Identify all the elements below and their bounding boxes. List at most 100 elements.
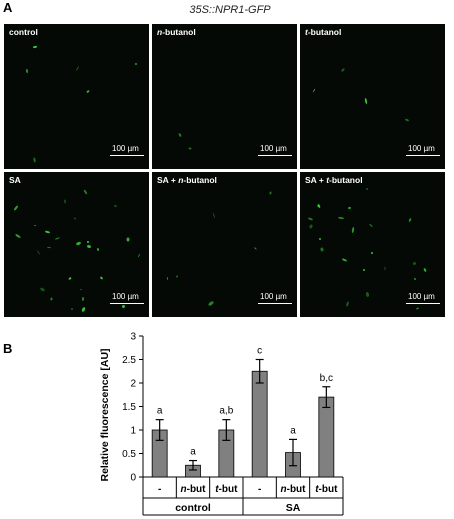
- gfp-signal: [408, 217, 412, 223]
- gfp-signal: [340, 67, 346, 73]
- gfp-signal: [337, 216, 345, 220]
- gfp-signal: [75, 66, 80, 71]
- gfp-signal: [86, 240, 90, 244]
- group-label: control: [175, 502, 211, 514]
- gfp-signal: [137, 253, 141, 258]
- gfp-signal: [166, 276, 169, 281]
- gfp-signal: [364, 97, 368, 105]
- y-tick-label: 0: [130, 473, 136, 484]
- gfp-signal: [81, 296, 85, 302]
- micrograph-label: SA + t-butanol: [305, 175, 363, 185]
- scale-bar-label: 100 µm: [408, 292, 435, 301]
- gfp-signal: [384, 266, 386, 271]
- micrograph-label: SA: [9, 175, 21, 185]
- significance-label: b,c: [320, 373, 333, 384]
- scale-bar-label: 100 µm: [260, 144, 287, 153]
- figure-title: 35S::NPR1-GFP: [189, 4, 271, 16]
- gfp-signal: [345, 301, 350, 307]
- x-tick-label: t-but: [215, 484, 238, 495]
- micrograph-3: t-butanol 100 µm: [300, 24, 445, 169]
- x-tick-label: n-but: [181, 484, 207, 495]
- panel-b-letter: B: [3, 341, 13, 356]
- y-tick-label: 2: [130, 379, 136, 390]
- scale-bar-label: 100 µm: [408, 144, 435, 153]
- gfp-signal: [74, 217, 76, 220]
- gfp-signal: [46, 246, 52, 249]
- gfp-signal: [423, 267, 427, 273]
- micrograph-label: n-butanol: [157, 27, 196, 37]
- significance-label: a,b: [219, 406, 233, 417]
- gfp-signal: [33, 224, 37, 227]
- scale-bar: [110, 303, 144, 304]
- gfp-signal: [212, 212, 216, 219]
- gfp-signal: [64, 199, 66, 204]
- scale-bar: [406, 155, 440, 156]
- category-labels: - n-but t-but - n-but t-but control SA: [142, 477, 344, 516]
- scale-bar-label: 100 µm: [260, 292, 287, 301]
- gfp-signal: [121, 304, 126, 309]
- gfp-signal: [32, 45, 38, 49]
- gfp-signal: [14, 233, 22, 239]
- x-tick-label: n-but: [281, 484, 307, 495]
- gfp-signal: [362, 268, 366, 272]
- gfp-signal: [113, 204, 118, 208]
- gfp-signal: [269, 191, 272, 195]
- gfp-signal: [254, 247, 257, 250]
- gfp-signal: [96, 247, 100, 252]
- gfp-signal: [134, 62, 138, 66]
- gfp-signal: [75, 241, 82, 246]
- gfp-signal: [81, 306, 86, 313]
- gfp-signal: [68, 276, 72, 281]
- gfp-signal: [318, 237, 322, 241]
- gfp-signal: [178, 132, 182, 138]
- significance-label: a: [157, 406, 163, 417]
- gfp-signal: [33, 157, 36, 163]
- gfp-signal: [70, 307, 74, 311]
- gfp-signal: [365, 187, 369, 191]
- y-tick-label: 1: [130, 426, 136, 437]
- gfp-signal: [412, 261, 417, 266]
- scale-bar: [258, 155, 292, 156]
- x-tick-label: -: [158, 484, 161, 495]
- gfp-signal: [79, 288, 83, 291]
- gfp-signal: [39, 286, 46, 293]
- gfp-signal: [415, 307, 420, 310]
- micrograph-5: SA + n-butanol 100 µm: [152, 172, 297, 317]
- gfp-signal: [99, 276, 104, 280]
- scale-bar: [110, 155, 144, 156]
- gfp-signal: [86, 89, 90, 94]
- y-tick-label: 0.5: [122, 449, 136, 460]
- gfp-signal: [369, 223, 373, 228]
- micrograph-2: n-butanol 100 µm: [152, 24, 297, 169]
- y-tick-label: 1.5: [122, 402, 136, 413]
- gfp-signal: [312, 88, 316, 93]
- gfp-signal: [50, 297, 53, 301]
- gfp-signal: [307, 217, 314, 221]
- gfp-signal: [44, 230, 51, 234]
- group-label: SA: [286, 502, 301, 514]
- gfp-signal: [308, 224, 314, 229]
- micrograph-1: control 100 µm: [4, 24, 149, 169]
- gfp-signal: [341, 258, 348, 262]
- gfp-signal: [207, 300, 215, 307]
- scale-bar-label: 100 µm: [112, 144, 139, 153]
- bar-chart: Relative fluorescence [AU] 0 0.5 1 1.5 2 2.5 3…: [99, 332, 344, 516]
- gfp-signal: [83, 189, 88, 195]
- gfp-signal: [188, 147, 192, 150]
- x-tick-label: -: [258, 484, 261, 495]
- gfp-signal: [351, 226, 355, 234]
- gfp-signal: [54, 237, 61, 240]
- gfp-signal: [36, 250, 41, 255]
- micrograph-label: control: [9, 27, 38, 37]
- gfp-signal: [365, 291, 370, 298]
- gfp-signal: [176, 275, 178, 278]
- panel-a-letter: A: [3, 0, 13, 15]
- micrograph-4: SA 100 µm: [4, 172, 149, 317]
- gfp-signal: [13, 205, 19, 211]
- scale-bar: [406, 303, 440, 304]
- significance-label: a: [290, 425, 296, 436]
- y-tick-label: 3: [130, 332, 136, 343]
- bar-series: a a a,b c a b,c: [151, 346, 335, 478]
- y-axis-label: Relative fluorescence [AU]: [99, 348, 111, 481]
- x-tick-label: t-but: [315, 484, 338, 495]
